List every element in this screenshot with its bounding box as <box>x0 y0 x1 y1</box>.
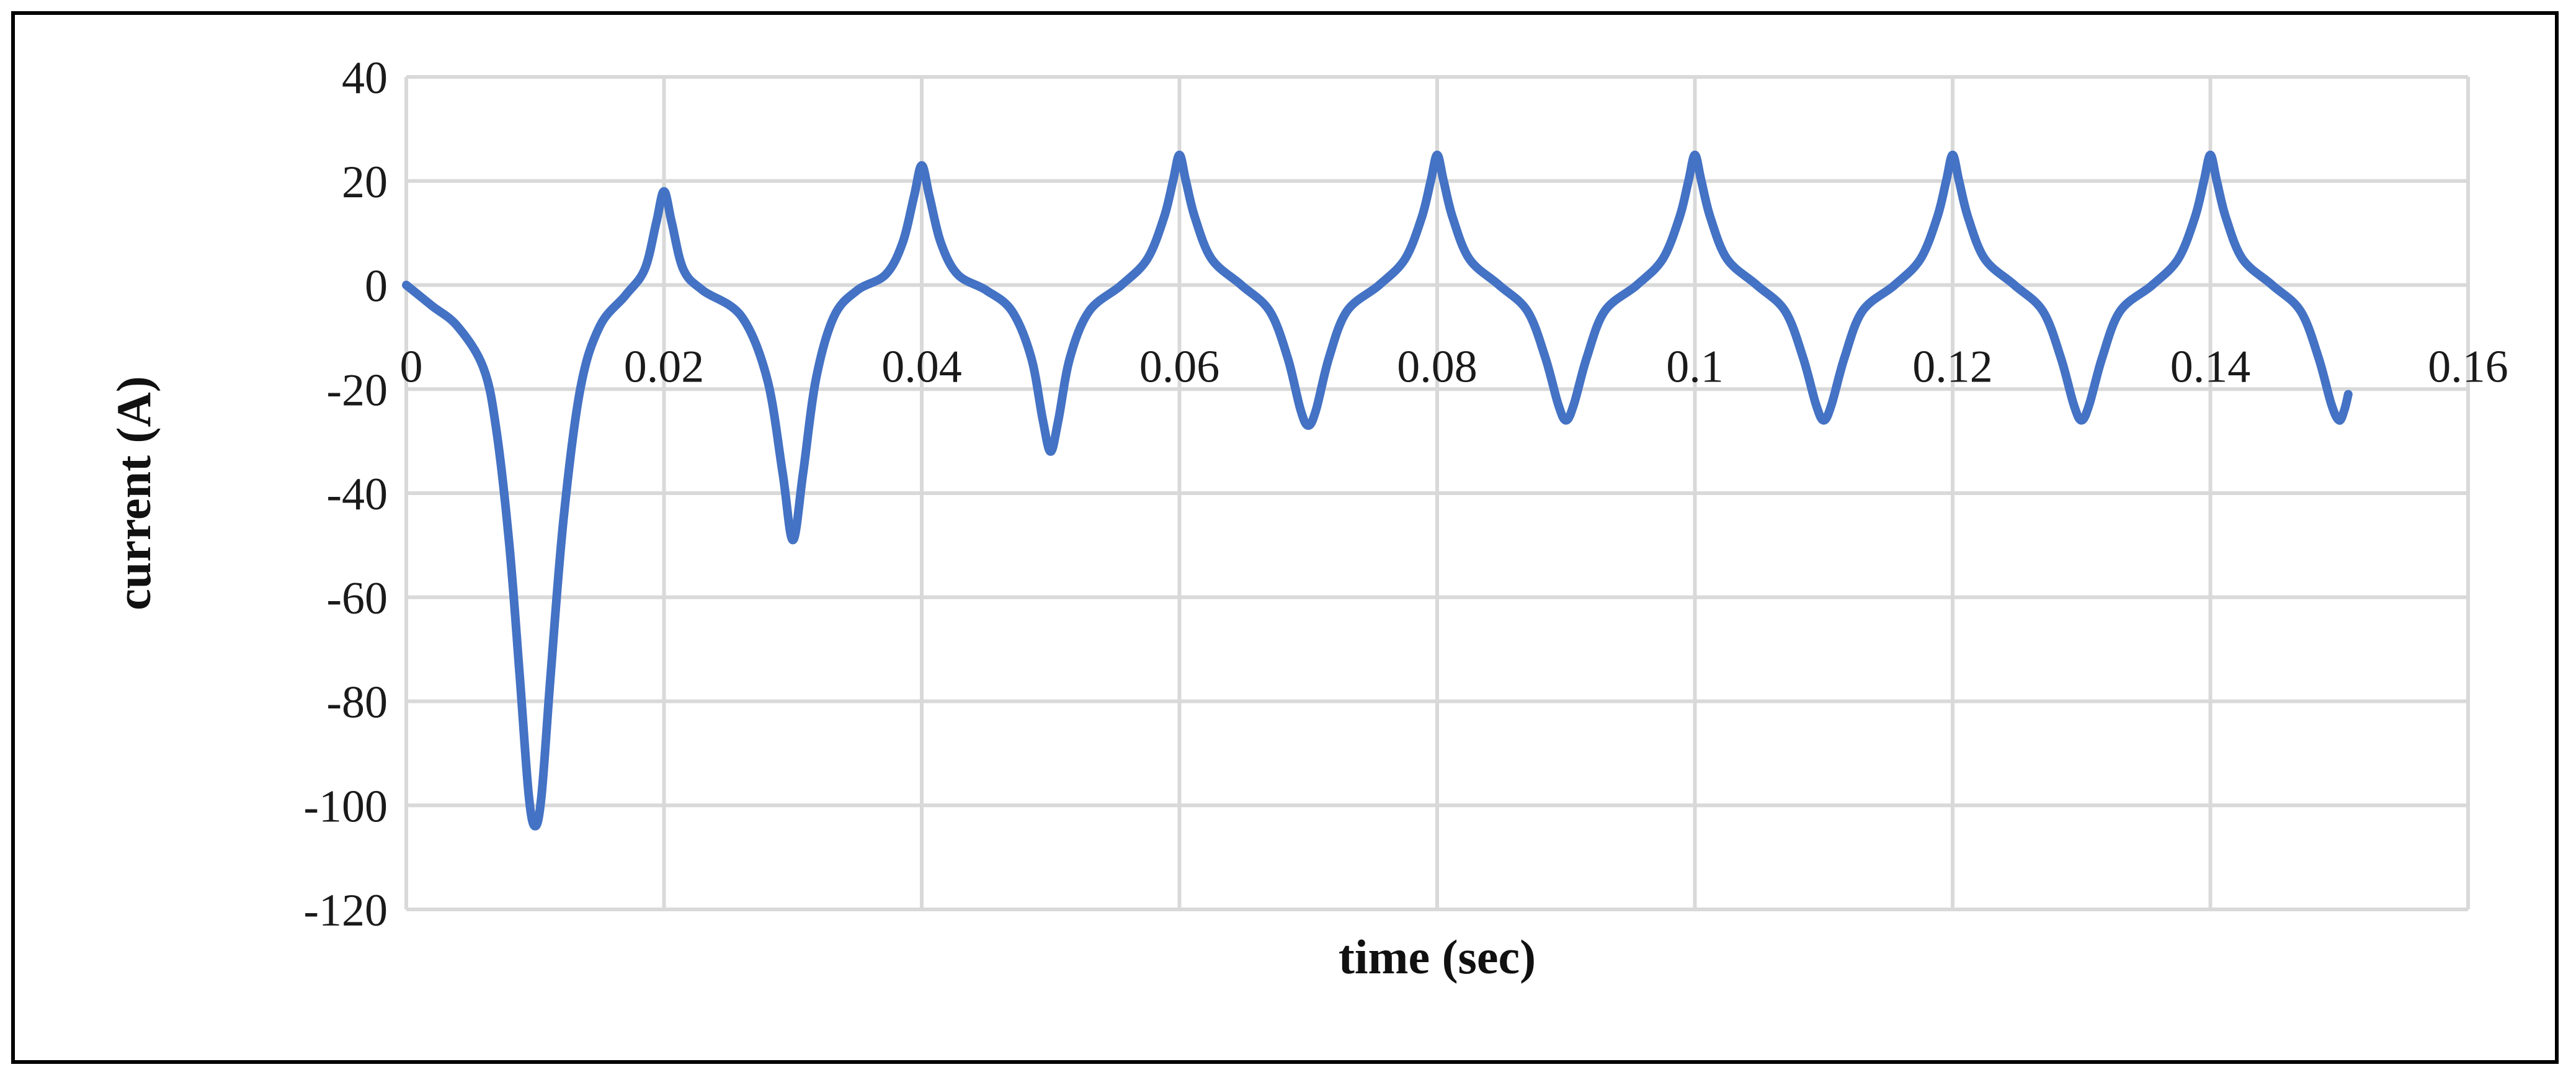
y-axis-ticks: 40 20 0 -20 -40 -60 -80 -100 -120 <box>303 53 388 936</box>
series-line-0 <box>402 150 2353 831</box>
x-tick-label: 0.12 <box>1912 342 1993 393</box>
chart-frame: 40 20 0 -20 -40 -60 -80 -100 -120 0 0.02 0.04 0.06 0… <box>11 11 2559 1064</box>
x-tick-label: 0.16 <box>2428 342 2508 393</box>
y-tick-label: 40 <box>342 53 388 104</box>
y-tick-label: -20 <box>326 365 388 416</box>
x-tick-label: 0 <box>400 342 423 393</box>
y-tick-label: -40 <box>326 469 388 520</box>
x-tick-label: 0.08 <box>1397 342 1477 393</box>
y-axis-title: current (A) <box>107 376 161 610</box>
grid <box>404 75 2470 911</box>
x-tick-label: 0.04 <box>881 342 962 393</box>
y-tick-label: -80 <box>326 677 388 728</box>
y-tick-label: 0 <box>365 261 388 312</box>
x-axis-ticks: 0 0.02 0.04 0.06 0.08 0.1 0.12 0.14 0.16 <box>400 342 2508 393</box>
y-tick-label: -100 <box>303 781 388 832</box>
x-tick-label: 0.06 <box>1139 342 1220 393</box>
y-tick-label: -60 <box>326 573 388 624</box>
x-axis-title: time (sec) <box>1339 930 1536 984</box>
series-layer <box>402 150 2353 831</box>
y-tick-label: 20 <box>342 157 388 208</box>
x-tick-label: 0.1 <box>1666 342 1724 393</box>
x-tick-label: 0.14 <box>2170 342 2251 393</box>
y-tick-label: -120 <box>303 885 388 936</box>
x-tick-label: 0.02 <box>624 342 705 393</box>
